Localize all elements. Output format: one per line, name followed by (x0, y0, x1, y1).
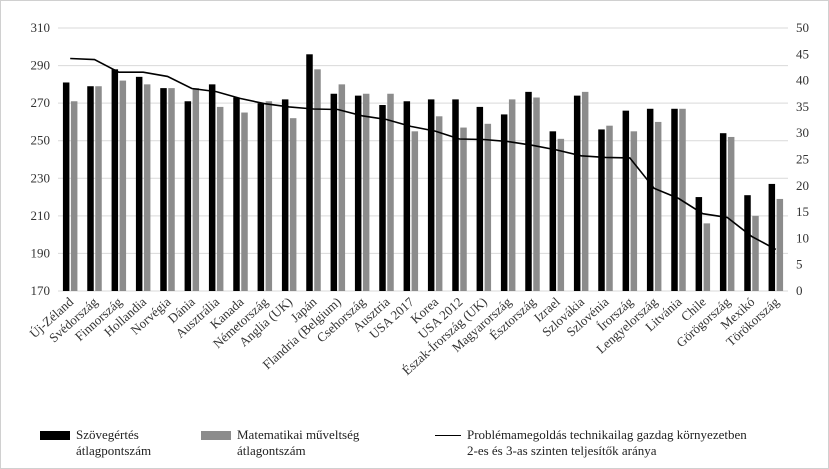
bar-math (460, 127, 467, 291)
bar-math (557, 138, 565, 291)
bar-math (703, 223, 711, 291)
bar-math (143, 84, 151, 291)
bar-reading (281, 99, 289, 291)
bar-math (168, 88, 175, 291)
legend-item-math: Matematikai műveltség átlagontszám (201, 427, 359, 459)
bar-math (776, 198, 784, 291)
bar-reading (719, 133, 727, 291)
y2-tick-label: 40 (796, 73, 809, 88)
bar-math (508, 99, 516, 291)
y2-tick-label: 10 (796, 230, 809, 245)
bar-reading (160, 88, 167, 291)
bar-math (435, 116, 443, 292)
y2-tick-label: 15 (796, 204, 809, 219)
bar-reading (330, 93, 338, 291)
bar-reading (87, 86, 94, 291)
bar-math (606, 125, 613, 291)
bar-math (338, 84, 346, 291)
bar-reading (500, 114, 508, 292)
legend-label-reading: Szövegértés átlagpontszám (76, 427, 152, 458)
legend-label-math: Matematikai műveltség átlagontszám (237, 427, 360, 458)
bar-reading (452, 99, 459, 291)
bar-math (654, 121, 662, 291)
bar-math (387, 93, 394, 291)
y-tick-label: 230 (31, 170, 51, 185)
y2-tick-label: 50 (796, 20, 809, 35)
bar-math (192, 88, 200, 291)
bar-reading (403, 101, 411, 291)
y2-tick-label: 35 (796, 99, 809, 114)
bar-reading (354, 95, 362, 291)
y-tick-label: 310 (31, 20, 51, 35)
bar-reading (671, 108, 678, 292)
bar-reading (427, 99, 435, 291)
bar-reading (111, 69, 119, 291)
bar-reading (233, 97, 240, 291)
bar-math (533, 97, 540, 291)
bar-reading (768, 183, 776, 291)
chart-legend: Szövegértés átlagpontszám Matematikai mű… (40, 427, 820, 467)
bar-math (95, 86, 102, 291)
bar-math (630, 131, 638, 291)
bar-reading (549, 131, 557, 291)
bar-math (727, 136, 735, 291)
bar-reading (208, 84, 216, 291)
y2-tick-label: 20 (796, 178, 809, 193)
bar-reading (476, 106, 484, 292)
y-tick-label: 190 (31, 245, 51, 260)
bar-math (411, 131, 419, 291)
bar-reading (695, 197, 703, 291)
legend-item-problem-solving: Problémamegoldás technikailag gazdag kör… (435, 427, 747, 459)
bar-reading (379, 105, 386, 292)
y2-tick-label: 45 (796, 46, 809, 61)
bar-reading (306, 54, 313, 291)
y2-tick-label: 0 (796, 283, 803, 298)
combo-chart: 170 190 210 230 250 270 290 310 0 5 10 15 20 25 30 35 40… (26, 20, 809, 378)
bar-reading (646, 108, 654, 292)
bar-reading (525, 91, 532, 291)
bar-math (314, 69, 321, 291)
y-tick-label: 290 (31, 58, 51, 73)
bar-math (70, 101, 78, 291)
bar-math (581, 91, 589, 291)
bar-math (265, 101, 273, 291)
bar-reading (135, 76, 143, 291)
bar-math (362, 93, 370, 291)
y2-tick-label: 5 (796, 257, 803, 272)
legend-label-problem-solving: Problémamegoldás technikailag gazdag kör… (467, 427, 747, 458)
bar-math (484, 123, 492, 291)
legend-item-reading: Szövegértés átlagpontszám (40, 427, 151, 459)
y2-tick-label: 25 (796, 152, 809, 167)
bar-math (241, 112, 248, 292)
y-tick-label: 270 (31, 95, 51, 110)
bar-math (752, 215, 759, 291)
series-line-problem-solving (70, 57, 777, 251)
bar-reading (184, 101, 192, 291)
legend-swatch-math (201, 431, 231, 440)
y2-tick-label: 30 (796, 125, 809, 140)
bar-math (679, 108, 686, 292)
y-tick-label: 250 (31, 133, 51, 148)
bar-reading (598, 129, 605, 291)
legend-swatch-reading (40, 431, 70, 440)
bar-math (216, 106, 224, 292)
bar-reading (257, 103, 265, 292)
bar-math (119, 80, 127, 291)
bar-reading (744, 195, 751, 291)
y-tick-label: 210 (31, 208, 51, 223)
bar-math (289, 118, 297, 292)
y-tick-label: 170 (31, 283, 51, 298)
legend-swatch-problem-solving (435, 435, 461, 436)
bar-reading (62, 82, 70, 291)
bar-reading (573, 95, 581, 291)
bar-reading (622, 110, 630, 292)
